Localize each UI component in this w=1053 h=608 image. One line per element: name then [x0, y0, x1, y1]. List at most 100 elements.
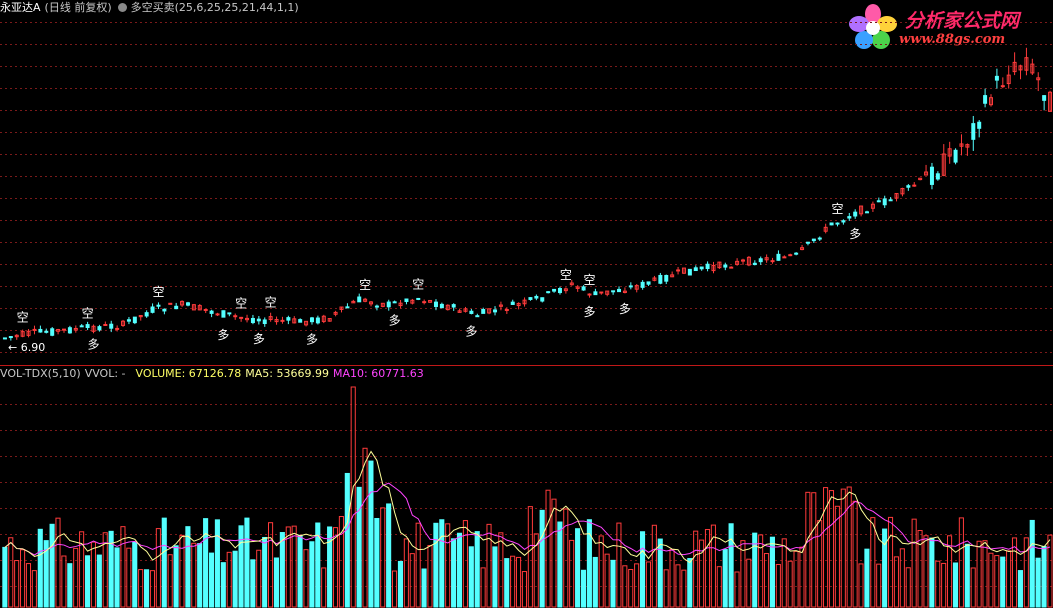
volume-bar	[73, 547, 79, 608]
volume-bar	[763, 553, 770, 608]
volume-bar	[598, 535, 604, 608]
candle-body	[617, 288, 622, 293]
candle-body	[439, 303, 444, 309]
candle-body	[717, 261, 722, 269]
volume-bar	[693, 530, 699, 608]
vol-indicator[interactable]: VOL-TDX(5,10)	[0, 367, 81, 380]
candle-body	[800, 247, 805, 251]
candle-body	[888, 199, 893, 202]
volume-bar	[403, 538, 409, 608]
volume-bar	[988, 552, 994, 608]
volume-bar	[167, 554, 173, 608]
low-price-label: ← 6.90	[8, 341, 45, 354]
candle-body	[546, 291, 551, 294]
volume-bar	[610, 559, 616, 608]
logo-title: 分析家公式网	[905, 10, 1020, 32]
volume-bar	[262, 536, 268, 608]
volume-bar	[639, 531, 646, 608]
volume-bar	[468, 546, 474, 608]
candle-body	[900, 188, 905, 195]
candle-body	[493, 309, 498, 313]
volume-bar	[521, 571, 528, 608]
candle-body	[8, 336, 13, 339]
volume-bar	[203, 518, 209, 608]
volume-bar	[758, 534, 764, 608]
candle-body	[221, 310, 226, 318]
candle-body	[79, 325, 84, 328]
signal-label: 空	[359, 278, 371, 292]
candle-body	[67, 327, 72, 334]
volume-bar	[126, 547, 132, 608]
candle-body	[563, 288, 568, 292]
volume-bar	[870, 517, 876, 608]
volume-bar	[728, 523, 734, 608]
signal-label: 空	[17, 311, 29, 325]
indicator-settings-icon[interactable]	[117, 3, 127, 12]
candle-body	[894, 193, 899, 199]
volume-bar	[439, 519, 445, 608]
candle-body	[764, 257, 769, 261]
volume-bar	[1035, 557, 1041, 608]
volume-bar	[616, 522, 622, 608]
candle-body	[398, 302, 403, 307]
volume-bar	[952, 562, 959, 608]
candle-body	[56, 329, 61, 332]
candle-body	[20, 331, 25, 337]
candle-body	[363, 298, 368, 302]
volume-bar	[220, 562, 226, 608]
candle-body	[463, 308, 468, 312]
flower-logo-icon	[849, 4, 897, 49]
volume-bar	[852, 500, 858, 608]
volume-bar	[805, 491, 811, 608]
candle-body	[351, 300, 356, 304]
candle-body	[345, 306, 350, 309]
volume-bar	[297, 534, 303, 608]
signal-label: 空	[412, 278, 424, 292]
site-logo: 分析家公式网 www.88gs.com	[847, 2, 1047, 54]
candle-body	[185, 302, 190, 306]
volume-bar	[492, 546, 498, 608]
signal-label: 空	[265, 296, 277, 310]
volume-bar	[716, 566, 722, 608]
candle-body	[1006, 74, 1011, 85]
signal-label: 空	[583, 273, 595, 287]
candle-body	[85, 324, 90, 328]
volume-bar	[958, 517, 964, 608]
volume-bar	[397, 560, 404, 608]
candle-body	[233, 315, 238, 318]
candle-body	[776, 253, 781, 261]
volume-bar	[775, 563, 781, 608]
volume-bar	[899, 548, 905, 608]
candle-body	[817, 237, 822, 240]
candle-body	[847, 216, 852, 219]
volume-bar	[291, 525, 297, 608]
volume-bar	[1017, 570, 1023, 608]
volume-bar	[557, 521, 563, 608]
candle-body	[487, 308, 492, 314]
volume-bar	[793, 550, 799, 608]
volume-bar	[427, 545, 433, 608]
indicator-name[interactable]: 多空买卖	[130, 1, 175, 14]
volume-bar	[55, 517, 61, 608]
candle-body	[256, 318, 261, 322]
volume-bar	[108, 530, 114, 608]
volume-bar	[338, 516, 344, 608]
volume-bar	[173, 545, 179, 608]
candle-body	[162, 308, 167, 312]
candle-body	[504, 309, 509, 312]
volume-bar	[486, 523, 492, 608]
candle-body	[859, 205, 864, 215]
candle-body	[947, 148, 952, 157]
candle-body	[73, 327, 78, 331]
volume-bar	[799, 546, 805, 608]
volume-bar	[527, 506, 533, 608]
volume-bar	[96, 554, 102, 608]
logo-url: www.88gs.com	[899, 32, 1006, 47]
candle-body	[782, 256, 787, 259]
volume-bar	[321, 567, 327, 608]
ma10-value: MA10: 60771.63	[332, 367, 424, 380]
candle-body	[44, 330, 49, 333]
candle-body	[593, 291, 598, 296]
volume-bar	[669, 548, 675, 608]
